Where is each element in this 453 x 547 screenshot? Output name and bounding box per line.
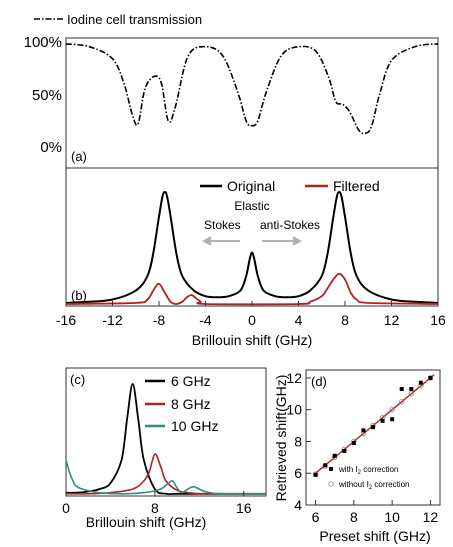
panel-c-legend-6ghz: 6 GHz [171,373,211,389]
panel-d-frame [305,369,441,506]
panel-a-transmission-line [65,43,439,135]
panel-b-arrow-anti-stokes [262,236,302,246]
panel-c-6ghz-line [65,382,266,496]
panel-d-point-without-correction [408,391,414,397]
panel-d-legend-marker-with [329,467,333,471]
panel-c-xtick-label: 0 [62,500,70,516]
panel-d-legend-marker-without [328,481,334,487]
panel-b-annotation-elastic: Elastic [234,199,269,213]
panel-d-point-with-correction [418,380,423,385]
panel-d-yaxis: 4 6 8 10 12 [286,370,311,513]
panel-b-annotation-anti-stokes: anti-Stokes [260,218,320,232]
panel-b-label: (b) [71,288,87,303]
panel-c-legend-8ghz: 8 GHz [171,396,211,412]
panel-b-arrow-stokes [202,236,240,246]
panel-d-legend-with: with I2 correction [338,465,398,476]
panel-d-point-with-correction [409,387,414,392]
panel-d-xaxis: 6 8 10 12 [312,500,439,525]
panel-b-xtick-label: 16 [430,312,446,328]
panel-b-xaxis: -16 -12 -8 -4 0 4 8 12 16 [56,301,446,328]
panel-b-xtick-label: -4 [199,312,212,328]
panel-d-xtick-label: 10 [384,509,400,525]
panel-c-xaxis: 0 8 16 [62,491,252,516]
panel-c-legend-10ghz: 10 GHz [171,418,218,434]
panel-b-xtick-label: 8 [341,312,349,328]
panel-d-point-without-correction [399,399,405,405]
panel-b-xtick-label: -12 [102,312,122,328]
panel-b-xtick-label: -16 [56,312,76,328]
panel-d-point-with-correction [361,428,366,433]
panel-d-ytick-label: 4 [294,497,302,513]
panel-d-xtick-label: 8 [350,509,358,525]
panel-d-point-with-correction [332,453,337,458]
panel-d-label: (d) [311,374,327,389]
panel-c-8ghz-line [65,453,266,495]
panel-b-legend-original: Original [227,178,275,194]
panel-a-legend-label: Iodine cell transmission [67,12,202,27]
panel-b-legend-filtered: Filtered [333,178,380,194]
panel-d-point-without-correction [427,375,434,381]
panel-c-10ghz-line [65,459,267,495]
panel-c: (c) 6 GHz 8 GHz 10 GHz 0 8 16 Brillouin sh… [62,367,267,530]
panel-d-point-with-correction [351,441,356,446]
panel-a-ytick-0: 0% [40,139,62,156]
panel-d-point-with-correction [399,387,404,392]
panel-d-point-without-correction [389,407,395,413]
panel-b-xtick-label: 12 [384,312,400,328]
panel-d-point-with-correction [390,417,395,422]
panel-d-point-with-correction [313,472,318,477]
panel-a-ytick-50: 50% [32,87,62,104]
panel-d-ytick-label: 12 [286,370,302,386]
panel-b-xtick-label: -8 [153,312,166,328]
panel-d-point-with-correction [380,418,385,423]
panel-a: Iodine cell transmission 100% 50% 0% (a) [24,12,439,169]
panel-c-frame [65,367,267,497]
panel-d-points [312,375,434,477]
panel-d-xtick-label: 6 [312,509,320,525]
panel-b-xlabel: Brillouin shift (GHz) [192,332,313,348]
panel-d-ylabel: Retrieved shift(GHz) [273,375,289,502]
panel-a-frame [65,37,439,169]
panel-d-point-with-correction [428,375,433,380]
panel-d-xtick-label: 12 [423,509,439,525]
panel-d-point-with-correction [371,425,375,430]
panel-d-point-with-correction [323,463,328,468]
panel-c-xtick-label: 8 [151,500,159,516]
panel-b-xtick-label: 0 [248,312,256,328]
panel-b-xtick-label: 4 [295,312,303,328]
panel-b-original-line [65,190,439,304]
panel-a-label: (a) [71,149,87,164]
panel-b: Original Filtered Elastic Stokes anti-St… [56,167,446,348]
panel-c-label: (c) [70,372,85,387]
panel-a-ytick-100: 100% [24,34,62,51]
panel-d-ytick-label: 6 [294,465,302,481]
panel-d-legend-without: without I2 correction [338,480,410,491]
panel-c-xlabel: Brillouin shift (GHz) [86,514,207,530]
panel-d-ytick-label: 8 [294,433,302,449]
panel-b-filtered-line [65,272,439,306]
panel-c-xtick-label: 16 [236,500,252,516]
panel-d-xlabel: Preset shift (GHz) [319,528,430,544]
panel-b-annotation-stokes: Stokes [204,218,241,232]
panel-d-ytick-label: 10 [286,402,302,418]
panel-d-point-with-correction [342,449,347,453]
